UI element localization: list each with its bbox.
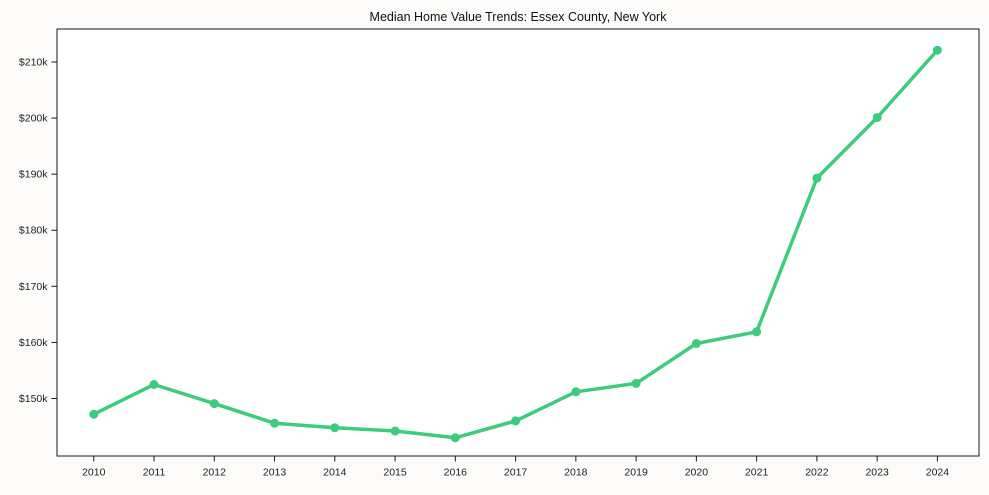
x-tick-label: 2018 xyxy=(564,467,588,479)
data-point-2024 xyxy=(932,45,942,55)
data-point-2015 xyxy=(390,426,400,436)
y-tick-label: $150k xyxy=(19,393,48,405)
x-tick-label: 2021 xyxy=(745,467,769,479)
x-tick-label: 2012 xyxy=(203,467,227,479)
data-point-2013 xyxy=(270,418,279,428)
plot-layers: $150k $160k $170k $180k $190k $200k $210k 2010 2… xyxy=(19,28,980,479)
x-tick-label: 2011 xyxy=(143,467,166,479)
data-point-2017 xyxy=(511,416,521,426)
y-tick-label: $200k xyxy=(19,113,48,125)
data-point-2014 xyxy=(330,423,340,433)
x-tick-label: 2020 xyxy=(685,467,709,479)
x-tick-label: 2023 xyxy=(865,467,889,479)
x-tick-label: 2013 xyxy=(263,467,287,479)
y-tick-label: $160k xyxy=(19,337,48,349)
data-point-2019 xyxy=(631,378,641,388)
data-point-2021 xyxy=(752,327,762,337)
plot-border xyxy=(56,28,980,457)
data-point-2010 xyxy=(89,409,99,419)
data-point-2022 xyxy=(812,173,822,183)
y-tick-label: $190k xyxy=(19,169,48,181)
x-tick-label: 2017 xyxy=(504,467,528,479)
x-tick-label: 2016 xyxy=(444,467,468,479)
y-tick-label: $180k xyxy=(19,225,48,237)
data-point-2016 xyxy=(450,433,460,443)
data-point-2020 xyxy=(691,339,701,348)
x-tick-label: 2014 xyxy=(323,467,347,479)
x-tick-label: 2015 xyxy=(383,467,407,479)
data-point-2012 xyxy=(209,399,219,409)
data-point-2011 xyxy=(149,380,159,389)
data-point-2018 xyxy=(571,387,581,397)
y-tick-label: $170k xyxy=(19,281,48,293)
x-tick-label: 2010 xyxy=(82,467,106,479)
x-tick-label: 2019 xyxy=(624,467,648,479)
x-tick-label: 2024 xyxy=(926,467,950,479)
chart-title: Median Home Value Trends: Essex County, … xyxy=(370,10,668,24)
y-tick-label: $210k xyxy=(19,56,48,68)
data-point-2023 xyxy=(872,113,882,122)
x-tick-label: 2022 xyxy=(805,467,829,479)
